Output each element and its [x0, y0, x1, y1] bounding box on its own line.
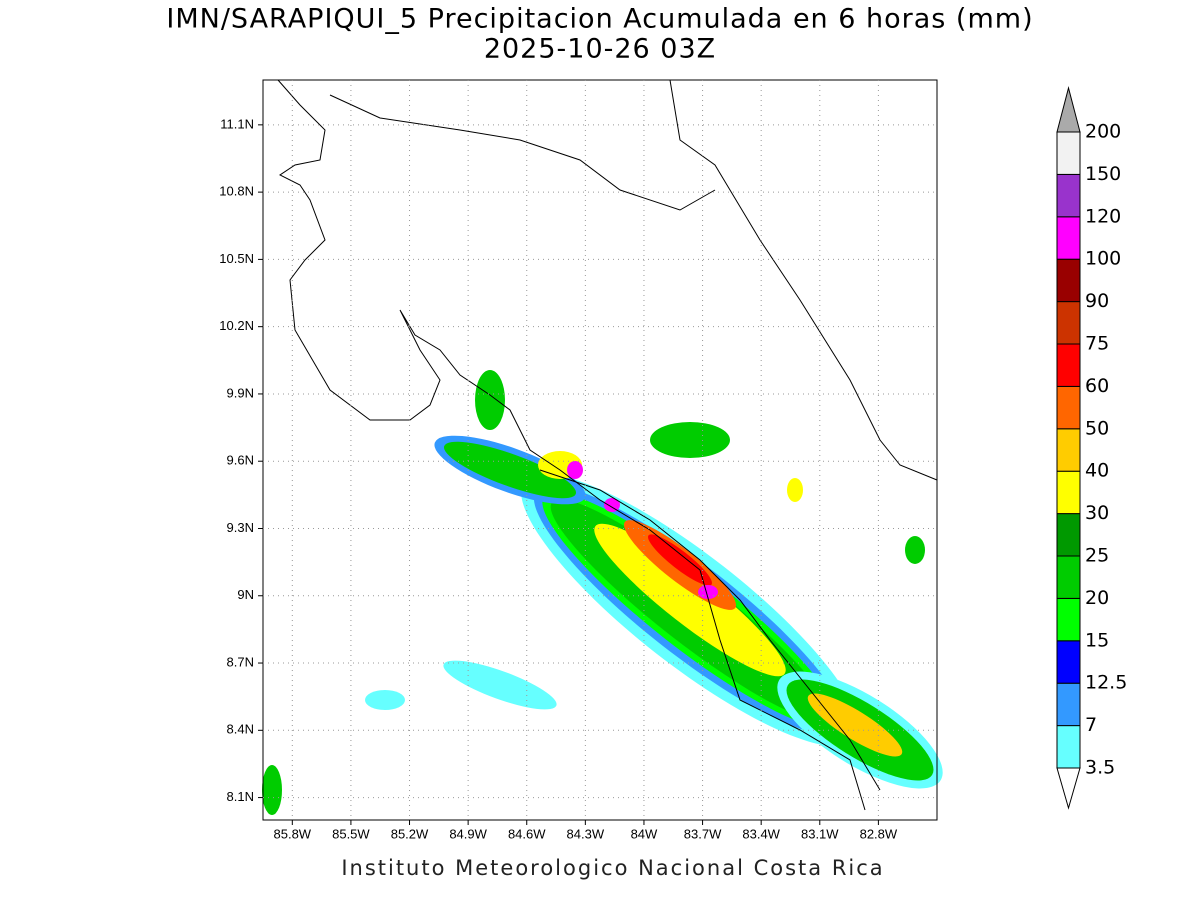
colorbar-label: 90: [1085, 290, 1109, 312]
lon-tick-label: 84.9W: [449, 826, 487, 841]
colorbar-label: 120: [1085, 205, 1121, 227]
lon-tick-label: 84.6W: [508, 826, 546, 841]
lat-tick-label: 10.5N: [219, 251, 254, 266]
colorbar-box: [1056, 597, 1081, 642]
colorbar-box: [1056, 640, 1081, 684]
colorbar-box: [1056, 725, 1081, 769]
colorbar-label: 40: [1085, 460, 1109, 482]
colorbar-box: [1056, 343, 1081, 387]
colorbar-label: 60: [1085, 375, 1109, 397]
colorbar-box: [1056, 682, 1081, 727]
colorbar-box: [1056, 173, 1081, 218]
colorbar-label: 15: [1085, 629, 1109, 651]
lon-tick-label: 84W: [631, 826, 658, 841]
footer: Instituto Meteorologico Nacional Costa R…: [341, 856, 884, 880]
colorbar-label: 200: [1085, 121, 1121, 143]
colorbar-label: 100: [1085, 248, 1121, 270]
colorbar-box: [1056, 216, 1081, 260]
lat-tick-label: 8.4N: [227, 722, 254, 737]
colorbar-under: [1056, 767, 1081, 810]
coastline: [277, 79, 938, 811]
colorbar-label: 3.5: [1085, 757, 1115, 779]
colorbar-over: [1056, 86, 1081, 133]
lat-tick-label: 9.6N: [227, 453, 254, 468]
lon-tick-label: 85.8W: [274, 826, 312, 841]
lon-tick-label: 82.8W: [860, 826, 898, 841]
lat-tick-label: 9.3N: [227, 520, 254, 535]
colorbar-label: 150: [1085, 163, 1121, 185]
colorbar-label: 7: [1085, 714, 1097, 736]
colorbar-label: 20: [1085, 587, 1109, 609]
lat-tick-label: 9.9N: [227, 385, 254, 400]
lon-tick-label: 83.1W: [801, 826, 839, 841]
colorbar-box: [1056, 385, 1081, 430]
colorbar-box: [1056, 428, 1081, 472]
lat-tick-label: 8.7N: [227, 654, 254, 669]
lon-tick-label: 85.2W: [391, 826, 429, 841]
lat-tick-label: 9N: [237, 587, 254, 602]
lat-tick-label: 11.1N: [220, 116, 254, 131]
lat-tick-label: 10.2N: [219, 318, 254, 333]
title: IMN/SARAPIQUI_5 Precipitacion Acumulada …: [166, 4, 1033, 35]
lon-tick-label: 83.7W: [684, 826, 722, 841]
lat-tick-label: 8.1N: [227, 789, 254, 804]
subtitle: 2025-10-26 03Z: [484, 34, 716, 65]
lon-tick-label: 83.4W: [742, 826, 780, 841]
colorbar-box: [1056, 258, 1081, 303]
lon-tick-label: 84.3W: [567, 826, 605, 841]
colorbar-box: [1056, 131, 1081, 175]
lon-tick-label: 85.5W: [332, 826, 370, 841]
plot-frame: [262, 79, 938, 821]
colorbar-label: 75: [1085, 333, 1109, 355]
colorbar-box: [1056, 470, 1081, 515]
colorbar-label: 25: [1085, 545, 1109, 567]
colorbar-label: 12.5: [1085, 672, 1127, 694]
lat-tick-label: 10.8N: [219, 184, 254, 199]
precip-field: [262, 370, 943, 815]
colorbar-label: 50: [1085, 417, 1109, 439]
colorbar-label: 30: [1085, 502, 1109, 524]
colorbar-box: [1056, 555, 1081, 599]
colorbar-box: [1056, 513, 1081, 557]
colorbar-box: [1056, 301, 1081, 345]
